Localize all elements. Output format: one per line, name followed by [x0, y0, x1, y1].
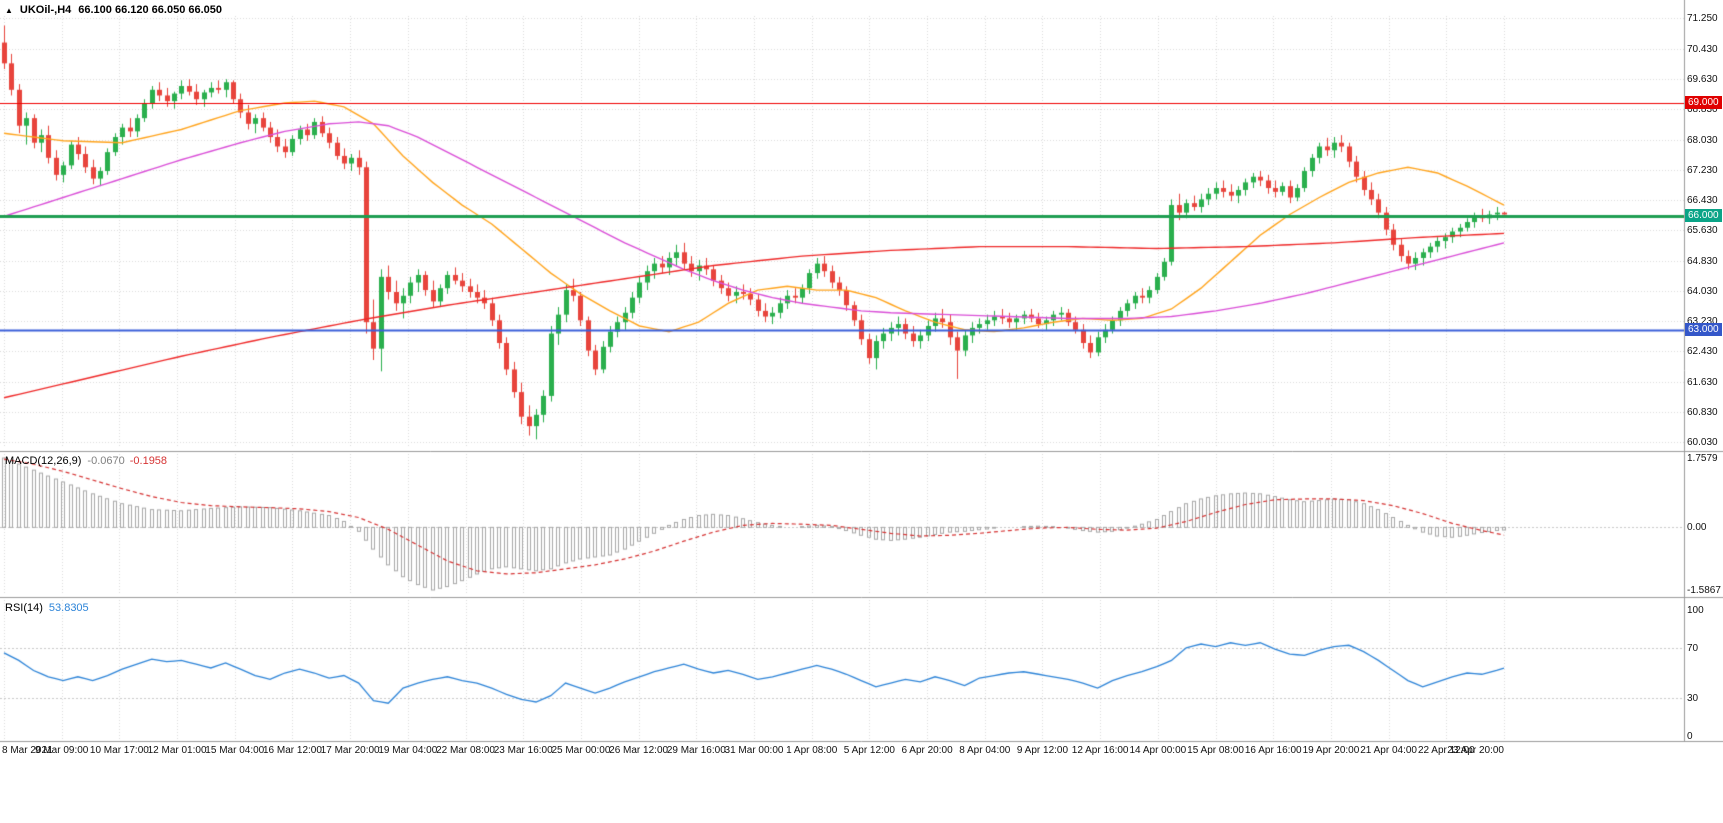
- symbol-marker-icon: ▲: [5, 6, 13, 15]
- rsi-name: RSI(14): [5, 602, 43, 614]
- rsi-value: 53.8305: [48, 602, 89, 614]
- macd-signal-value: -0.1958: [129, 455, 168, 467]
- chart-title: ▲ UKOil-,H4 66.100 66.120 66.050 66.050: [5, 4, 222, 16]
- macd-indicator-label: MACD(12,26,9) -0.0670 -0.1958: [5, 455, 167, 467]
- macd-name: MACD(12,26,9): [5, 455, 82, 467]
- symbol-period-label: UKOil-,H4: [19, 4, 72, 16]
- macd-main-value: -0.0670: [87, 455, 125, 467]
- ohlc-values: 66.100 66.120 66.050 66.050: [78, 4, 223, 16]
- rsi-indicator-label: RSI(14) 53.8305: [5, 602, 89, 614]
